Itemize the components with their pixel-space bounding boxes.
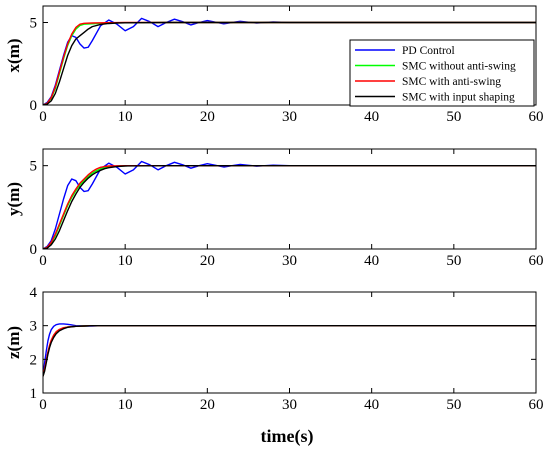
- series-line-4: [43, 21, 536, 105]
- y-tick-label: 4: [30, 285, 38, 301]
- y-axis-label: x(m): [4, 39, 23, 73]
- x-tick-label: 10: [118, 253, 133, 269]
- series-line-4: [43, 164, 536, 249]
- legend-label: SMC without anti-swing: [402, 61, 516, 73]
- series-line-3: [43, 324, 536, 377]
- x-tick-label: 50: [446, 253, 461, 269]
- series-line-4: [43, 324, 536, 377]
- x-tick-label: 20: [200, 397, 215, 413]
- x-tick-label: 60: [529, 253, 544, 269]
- x-tick-label: 60: [529, 397, 544, 413]
- plot-frame: [42, 148, 537, 250]
- legend-label: SMC with input shaping: [402, 92, 515, 104]
- x-axis-label: time(s): [261, 426, 314, 447]
- series-line-2: [43, 164, 536, 249]
- legend-label: SMC with anti-swing: [402, 76, 501, 88]
- x-tick-label: 10: [118, 109, 133, 125]
- x-tick-label: 0: [39, 109, 47, 125]
- x-tick-label: 30: [282, 109, 297, 125]
- series-line-2: [43, 324, 536, 377]
- y-tick-label: 5: [30, 159, 38, 175]
- x-tick-label: 40: [364, 253, 379, 269]
- y-tick-label: 1: [30, 386, 38, 402]
- x-tick-label: 40: [364, 109, 379, 125]
- series-line-3: [43, 164, 536, 249]
- legend-box: [349, 39, 535, 107]
- y-tick-label: 3: [30, 319, 38, 335]
- y-tick-label: 0: [30, 98, 38, 114]
- y-tick-label: 0: [30, 242, 38, 258]
- series-line-1: [43, 323, 536, 377]
- series-line-1: [43, 160, 536, 249]
- x-tick-label: 60: [529, 109, 544, 125]
- x-tick-label: 30: [282, 253, 297, 269]
- subplot-2: 0 10 20 30 40 50 60 0 5 y(m): [4, 148, 544, 269]
- x-tick-label: 0: [39, 397, 47, 413]
- x-tick-label: 50: [446, 109, 461, 125]
- x-tick-label: 10: [118, 397, 133, 413]
- y-tick-label: 5: [30, 16, 38, 32]
- y-axis-label: z(m): [4, 326, 23, 359]
- subplot-1: 0 10 20 30 40 50 60 0 5 x(m): [4, 5, 544, 125]
- y-axis-label: y(m): [4, 182, 23, 216]
- legend: PD Control SMC without anti-swing SMC with…: [349, 39, 535, 107]
- x-tick-label: 20: [200, 109, 215, 125]
- y-tick-label: 2: [30, 352, 38, 368]
- subplot-3: 0 10 20 30 40 50 60 1 2 3 4 z(m): [4, 285, 544, 413]
- x-tick-label: 30: [282, 397, 297, 413]
- x-tick-label: 0: [39, 253, 47, 269]
- x-tick-label: 20: [200, 253, 215, 269]
- x-tick-label: 40: [364, 397, 379, 413]
- plot-frame: [42, 291, 537, 394]
- legend-label: PD Control: [402, 45, 455, 57]
- x-tick-label: 50: [446, 397, 461, 413]
